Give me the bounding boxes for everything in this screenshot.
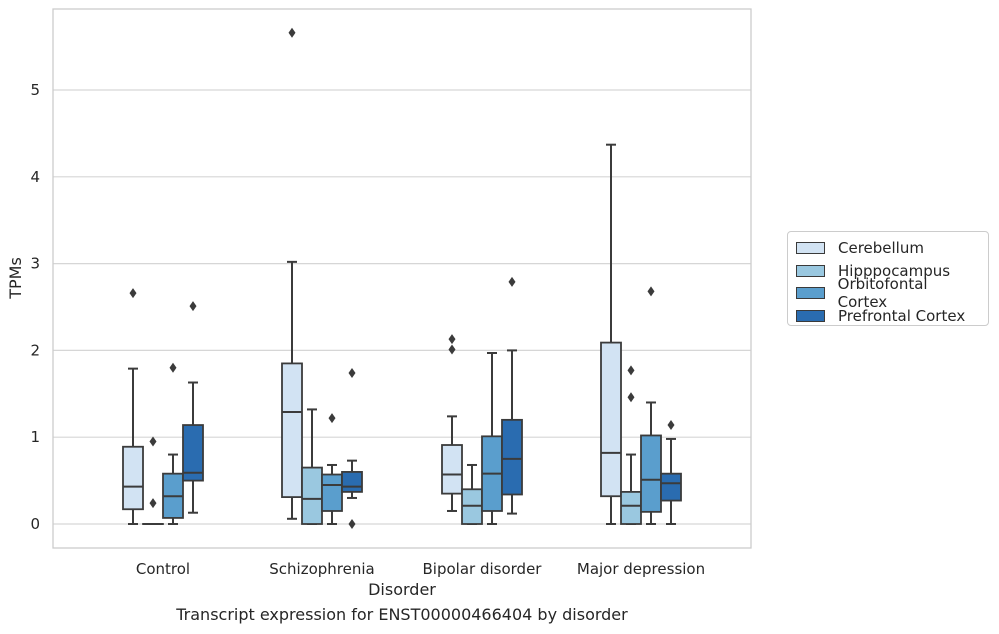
box-iqr <box>501 418 523 496</box>
box-0-2 <box>441 334 463 512</box>
y-tick-label: 4 <box>30 168 40 186</box>
box-iqr <box>182 424 204 482</box>
outlier-point <box>149 436 157 447</box>
box-iqr <box>341 471 363 493</box>
box-0-3 <box>600 143 622 525</box>
outlier-point <box>149 498 157 509</box>
outlier-point <box>448 334 456 345</box>
legend: Cerebellum Hipppocampus Orbitofontal Cor… <box>787 231 989 326</box>
legend-swatch-hippocampus <box>796 264 825 277</box>
box-iqr <box>640 434 662 513</box>
box-3-3 <box>660 420 682 525</box>
y-axis-title: TPMs <box>6 257 25 300</box>
box-iqr <box>600 341 622 498</box>
box-iqr <box>660 472 682 502</box>
y-tick-label: 3 <box>30 255 40 273</box>
box-0-0 <box>122 288 144 525</box>
outlier-point <box>448 344 456 355</box>
x-axis-title: Disorder <box>368 580 436 599</box>
box-1-0 <box>142 436 164 525</box>
y-tick-label: 0 <box>30 515 40 533</box>
y-tick-label: 5 <box>30 81 40 99</box>
box-iqr <box>122 445 144 511</box>
outlier-point <box>189 301 197 312</box>
outlier-point <box>627 365 635 376</box>
outlier-point <box>169 362 177 373</box>
x-tick-label: Schizophrenia <box>269 560 374 578</box>
legend-item-hippocampus: Hipppocampus <box>796 260 980 283</box>
box-iqr <box>301 466 323 525</box>
legend-item-cerebellum: Cerebellum <box>796 237 980 260</box>
outlier-point <box>627 392 635 403</box>
box-2-1 <box>321 413 343 525</box>
box-1-3 <box>620 365 642 525</box>
legend-swatch-prefrontal <box>796 309 825 322</box>
legend-label-prefrontal: Prefrontal Cortex <box>838 306 966 325</box>
outlier-point <box>508 276 516 287</box>
legend-swatch-cerebellum <box>796 242 825 255</box>
legend-item-prefrontal: Prefrontal Cortex <box>796 305 980 328</box>
legend-label-cerebellum: Cerebellum <box>838 239 924 258</box>
box-2-2 <box>481 352 503 525</box>
box-3-1 <box>341 367 363 529</box>
outlier-point <box>288 27 296 38</box>
y-tick-label: 1 <box>30 428 40 446</box>
outlier-point <box>647 286 655 297</box>
box-iqr <box>321 473 343 512</box>
box-iqr <box>620 490 642 525</box>
box-0-1 <box>281 27 303 520</box>
outlier-point <box>348 519 356 529</box>
legend-label-orbitofrontal: Orbitofontal Cortex <box>837 275 928 312</box>
box-iqr <box>441 444 463 495</box>
x-tick-label: Bipolar disorder <box>423 560 543 578</box>
box-iqr <box>281 362 303 498</box>
outlier-point <box>129 288 137 299</box>
x-tick-label: Major depression <box>577 560 705 578</box>
legend-label-hippocampus: Hipppocampus <box>838 261 951 280</box>
outlier-point <box>348 367 356 378</box>
x-tick-label: Control <box>136 560 190 578</box>
plot-area <box>52 8 752 549</box>
box-1-2 <box>461 463 483 525</box>
box-2-0 <box>162 362 184 525</box>
box-2-3 <box>640 286 662 525</box>
box-1-1 <box>301 408 323 525</box>
outlier-point <box>328 413 336 424</box>
box-3-0 <box>182 301 204 514</box>
outlier-point <box>667 420 675 431</box>
chart-caption: Transcript expression for ENST0000046640… <box>176 605 628 624</box>
legend-item-orbitofrontal: Orbitofontal Cortex <box>796 275 980 311</box>
y-tick-label: 2 <box>30 341 40 359</box>
box-3-2 <box>501 276 523 515</box>
legend-swatch-orbitofrontal <box>796 287 825 300</box>
